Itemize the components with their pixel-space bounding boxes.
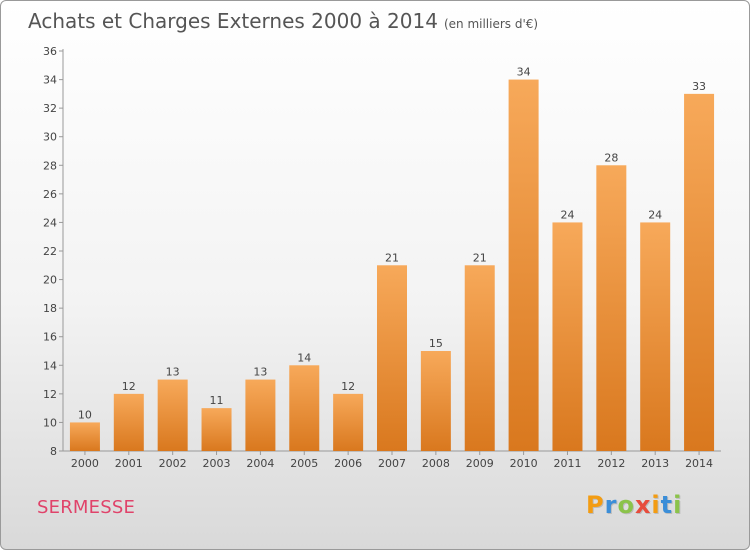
bar-value-label: 12: [341, 380, 355, 393]
bar: [289, 365, 320, 451]
bar: [245, 379, 276, 451]
y-tick-label: 14: [43, 359, 57, 372]
bar-value-label: 12: [122, 380, 136, 393]
y-tick-label: 24: [43, 216, 57, 229]
y-tick-label: 16: [43, 331, 57, 344]
x-tick-label: 2005: [290, 457, 318, 470]
bar-value-label: 21: [385, 251, 399, 264]
bar-value-label: 24: [648, 208, 662, 221]
chart-subtitle: (en milliers d'€): [443, 17, 539, 31]
y-tick-label: 30: [43, 131, 57, 144]
commune-name: SERMESSE: [37, 497, 136, 518]
bar: [201, 408, 232, 451]
logo-letter: i: [673, 491, 683, 519]
y-tick-label: 8: [50, 445, 57, 458]
logo-letter: x: [634, 491, 652, 519]
logo-letter: o: [617, 491, 635, 519]
y-tick-label: 28: [43, 159, 57, 172]
y-tick-label: 20: [43, 274, 57, 287]
bar-value-label: 21: [473, 251, 487, 264]
bar: [464, 265, 495, 451]
bar: [684, 93, 715, 451]
x-tick-label: 2008: [422, 457, 450, 470]
x-tick-label: 2004: [246, 457, 274, 470]
x-tick-label: 2014: [685, 457, 713, 470]
bar: [157, 379, 188, 451]
logo-letter: i: [651, 491, 661, 519]
bar-value-label: 34: [517, 66, 531, 79]
x-tick-label: 2011: [553, 457, 581, 470]
x-tick-label: 2012: [597, 457, 625, 470]
proxiti-logo: Proxiti: [586, 491, 682, 519]
y-tick-label: 12: [43, 388, 57, 401]
bar-value-label: 10: [78, 408, 92, 421]
bar: [552, 222, 583, 451]
bar-value-label: 15: [429, 337, 443, 350]
x-tick-label: 2013: [641, 457, 669, 470]
logo-letter: r: [604, 491, 618, 519]
x-tick-label: 2006: [334, 457, 362, 470]
x-tick-label: 2010: [510, 457, 538, 470]
bar-value-label: 13: [253, 366, 267, 379]
x-tick-label: 2003: [203, 457, 231, 470]
logo-letter: P: [586, 491, 605, 519]
y-tick-label: 10: [43, 416, 57, 429]
bar-value-label: 11: [210, 394, 224, 407]
chart-title: Achats et Charges Externes 2000 à 2014 (e…: [28, 9, 538, 33]
y-tick-label: 34: [43, 74, 57, 87]
bar: [596, 165, 627, 452]
y-tick-label: 22: [43, 245, 57, 258]
chart-title-text: Achats et Charges Externes 2000 à 2014: [28, 9, 438, 33]
x-tick-label: 2007: [378, 457, 406, 470]
bar-value-label: 33: [692, 80, 706, 93]
bar: [508, 79, 539, 452]
bar-value-label: 14: [297, 351, 311, 364]
x-tick-label: 2009: [466, 457, 494, 470]
bar: [420, 351, 451, 451]
y-tick-label: 26: [43, 188, 57, 201]
bar-value-label: 13: [166, 366, 180, 379]
bar: [113, 393, 144, 451]
x-tick-label: 2001: [115, 457, 143, 470]
bar: [333, 393, 364, 451]
y-tick-label: 32: [43, 102, 57, 115]
x-tick-label: 2002: [159, 457, 187, 470]
logo-letter: t: [660, 491, 674, 519]
bar: [640, 222, 671, 451]
bar: [377, 265, 407, 451]
bar: [69, 422, 100, 451]
y-tick-label: 18: [43, 302, 57, 315]
bar-value-label: 24: [560, 208, 574, 221]
x-tick-label: 2000: [71, 457, 99, 470]
bar-value-label: 28: [604, 151, 618, 164]
y-tick-label: 36: [43, 45, 57, 58]
